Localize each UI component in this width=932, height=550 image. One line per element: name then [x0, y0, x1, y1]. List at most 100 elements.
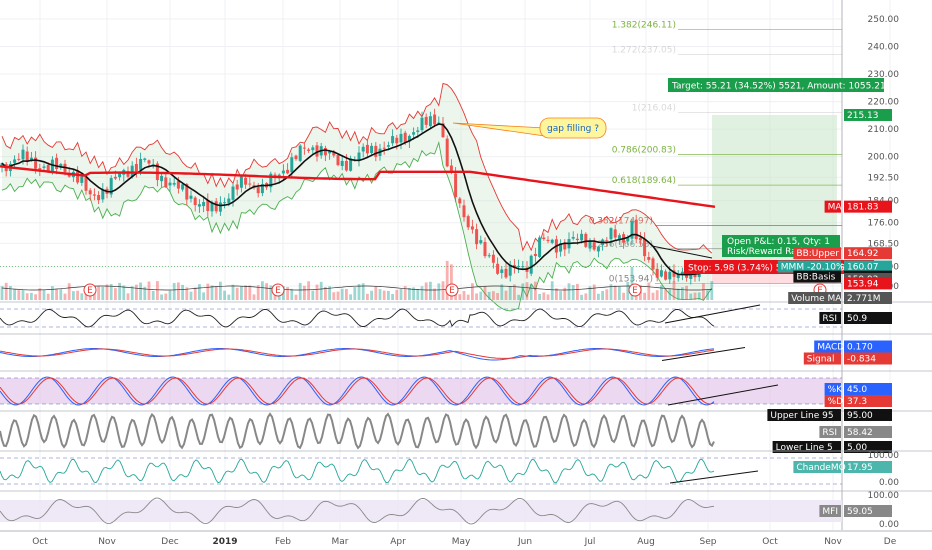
- candle-body[interactable]: [676, 274, 680, 279]
- candle-body[interactable]: [25, 151, 29, 162]
- candle-body[interactable]: [109, 178, 113, 195]
- price-scale[interactable]: 250.00 240.00 230.00 220.00 210.00 200.00 192.…: [777, 15, 899, 304]
- candle-body[interactable]: [46, 165, 50, 172]
- candle-body[interactable]: [185, 184, 189, 200]
- candle-body[interactable]: [193, 197, 197, 206]
- candle-body[interactable]: [38, 168, 42, 170]
- candle-body[interactable]: [80, 176, 84, 183]
- candle-body[interactable]: [357, 152, 361, 161]
- candle-body[interactable]: [59, 164, 63, 168]
- candle-body[interactable]: [529, 255, 533, 274]
- candle-body[interactable]: [559, 243, 563, 252]
- candle-body[interactable]: [374, 145, 378, 157]
- candle-body[interactable]: [424, 116, 428, 125]
- candle-body[interactable]: [0, 163, 4, 166]
- candle-body[interactable]: [17, 158, 21, 160]
- candle-body[interactable]: [143, 158, 147, 160]
- candle-body[interactable]: [462, 205, 466, 218]
- candle-body[interactable]: [403, 132, 407, 143]
- candle-body[interactable]: [592, 242, 596, 250]
- candle-body[interactable]: [227, 198, 231, 203]
- candle-body[interactable]: [538, 237, 542, 257]
- candle-body[interactable]: [256, 187, 260, 194]
- candle-body[interactable]: [168, 182, 172, 186]
- candle-body[interactable]: [244, 177, 248, 185]
- candle-body[interactable]: [508, 264, 512, 276]
- candle-body[interactable]: [76, 170, 80, 183]
- candle-body[interactable]: [391, 136, 395, 144]
- candle-body[interactable]: [643, 238, 647, 257]
- candle-body[interactable]: [407, 135, 411, 142]
- candle-body[interactable]: [617, 235, 621, 240]
- candle-body[interactable]: [475, 229, 479, 245]
- candle-body[interactable]: [546, 239, 550, 242]
- candle-body[interactable]: [13, 159, 17, 163]
- candle-body[interactable]: [269, 173, 273, 188]
- candle-body[interactable]: [596, 246, 600, 252]
- candle-body[interactable]: [84, 176, 88, 191]
- candle-body[interactable]: [189, 195, 193, 199]
- candle-body[interactable]: [651, 258, 655, 270]
- candle-body[interactable]: [626, 237, 630, 242]
- candle-body[interactable]: [458, 198, 462, 204]
- candle-body[interactable]: [588, 241, 592, 249]
- candle-body[interactable]: [680, 271, 684, 275]
- candle-body[interactable]: [55, 157, 59, 169]
- candle-body[interactable]: [235, 184, 239, 190]
- candle-body[interactable]: [181, 184, 185, 190]
- candle-body[interactable]: [437, 122, 441, 124]
- candle-body[interactable]: [328, 151, 332, 154]
- candle-body[interactable]: [298, 145, 302, 161]
- candle-body[interactable]: [302, 147, 306, 149]
- candle-body[interactable]: [164, 177, 168, 188]
- candle-body[interactable]: [113, 176, 117, 179]
- candle-body[interactable]: [202, 202, 206, 207]
- candle-body[interactable]: [336, 155, 340, 166]
- candle-body[interactable]: [550, 239, 554, 243]
- candle-body[interactable]: [349, 158, 353, 171]
- candle-body[interactable]: [491, 254, 495, 263]
- candle-body[interactable]: [386, 145, 390, 147]
- candle-body[interactable]: [521, 266, 525, 268]
- candle-body[interactable]: [126, 171, 130, 177]
- candle-body[interactable]: [428, 116, 432, 127]
- earnings-marker[interactable]: E: [271, 283, 285, 297]
- candle-body[interactable]: [466, 216, 470, 228]
- candle-body[interactable]: [575, 238, 579, 241]
- candle-body[interactable]: [294, 155, 298, 160]
- candle-body[interactable]: [420, 117, 424, 131]
- candle-body[interactable]: [479, 240, 483, 244]
- candle-body[interactable]: [172, 183, 176, 185]
- candle-body[interactable]: [483, 241, 487, 257]
- candle-body[interactable]: [613, 229, 617, 238]
- candle-body[interactable]: [29, 157, 33, 161]
- price-candles[interactable]: [0, 108, 714, 285]
- candle-body[interactable]: [533, 253, 537, 257]
- candle-body[interactable]: [647, 257, 651, 260]
- candle-body[interactable]: [332, 151, 336, 156]
- candle-body[interactable]: [382, 147, 386, 149]
- candle-body[interactable]: [672, 270, 676, 277]
- candle-body[interactable]: [638, 237, 642, 240]
- candle-body[interactable]: [311, 147, 315, 151]
- candle-body[interactable]: [147, 160, 151, 164]
- candle-body[interactable]: [584, 233, 588, 247]
- candle-body[interactable]: [92, 194, 96, 196]
- candle-body[interactable]: [323, 147, 327, 156]
- candle-body[interactable]: [504, 268, 508, 278]
- candle-body[interactable]: [630, 221, 634, 239]
- candle-body[interactable]: [487, 255, 491, 257]
- candle-body[interactable]: [365, 144, 369, 154]
- candle-body[interactable]: [659, 270, 663, 277]
- candle-body[interactable]: [634, 219, 638, 240]
- candle-body[interactable]: [223, 202, 227, 204]
- candle-body[interactable]: [655, 268, 659, 278]
- candle-body[interactable]: [433, 114, 437, 125]
- candle-body[interactable]: [315, 145, 319, 157]
- candle-body[interactable]: [470, 226, 474, 230]
- candle-body[interactable]: [307, 149, 311, 151]
- candle-body[interactable]: [197, 204, 201, 207]
- candle-body[interactable]: [412, 132, 416, 135]
- candle-body[interactable]: [571, 236, 575, 239]
